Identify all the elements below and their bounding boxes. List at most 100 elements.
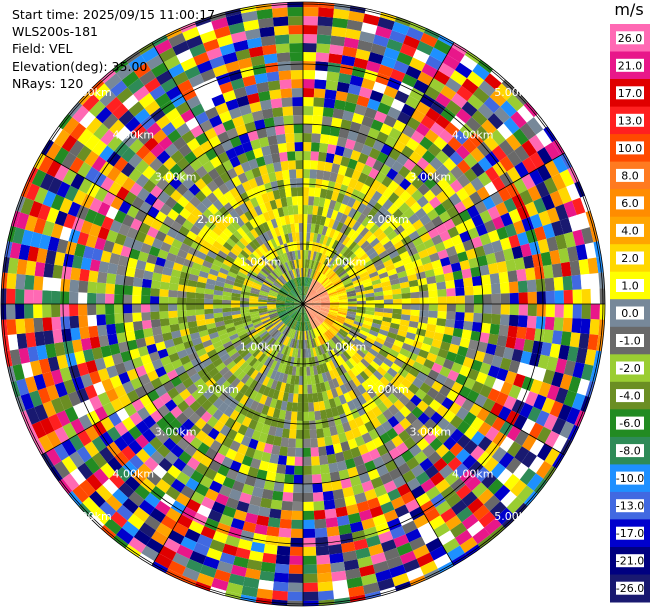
- velocity-gate: [364, 107, 378, 120]
- velocity-gate: [505, 336, 517, 349]
- velocity-gate: [317, 287, 325, 294]
- velocity-gate: [578, 333, 590, 350]
- velocity-gate: [329, 126, 341, 137]
- velocity-gate: [505, 134, 522, 151]
- velocity-gate: [357, 237, 367, 247]
- velocity-gate: [308, 290, 315, 298]
- velocity-gate: [526, 315, 537, 329]
- velocity-gate: [318, 197, 326, 208]
- velocity-gate: [306, 277, 310, 287]
- velocity-gate: [427, 317, 438, 326]
- velocity-gate: [399, 190, 412, 203]
- velocity-gate: [361, 164, 373, 176]
- nrays-label: NRays: 120: [12, 75, 84, 91]
- velocity-gate: [328, 199, 337, 210]
- velocity-gate: [571, 197, 586, 215]
- velocity-gate: [312, 260, 317, 270]
- velocity-gate: [312, 232, 318, 243]
- velocity-gate: [347, 304, 357, 307]
- info-panel: Start time: 2025/09/15 11:00:17 WLS200s-…: [12, 6, 215, 92]
- velocity-gate: [309, 291, 317, 298]
- velocity-gate: [359, 31, 376, 44]
- velocity-gate: [331, 239, 339, 250]
- velocity-gate: [425, 55, 443, 71]
- velocity-gate: [465, 248, 477, 260]
- velocity-gate: [382, 316, 392, 323]
- velocity-gate: [303, 286, 305, 295]
- velocity-gate: [474, 245, 486, 258]
- velocity-gate: [303, 151, 311, 161]
- velocity-gate: [426, 275, 437, 285]
- velocity-gate: [404, 241, 416, 251]
- velocity-gate: [329, 300, 339, 303]
- velocity-gate: [309, 292, 317, 299]
- velocity-gate: [320, 125, 332, 136]
- velocity-gate: [538, 210, 552, 227]
- velocity-gate: [343, 279, 353, 286]
- velocity-gate: [319, 188, 328, 199]
- velocity-gate: [312, 281, 319, 290]
- velocity-gate: [331, 262, 340, 271]
- velocity-gate: [575, 244, 588, 261]
- velocity-gate: [349, 272, 360, 280]
- velocity-gate: [320, 298, 330, 302]
- velocity-gate: [324, 161, 333, 172]
- velocity-gate: [332, 251, 340, 261]
- velocity-gate: [512, 128, 529, 146]
- velocity-gate: [318, 274, 326, 283]
- velocity-gate: [332, 154, 343, 165]
- velocity-gate: [463, 153, 478, 169]
- velocity-gate: [455, 108, 472, 124]
- velocity-gate: [347, 292, 357, 297]
- velocity-gate: [377, 17, 395, 31]
- velocity-gate: [321, 254, 328, 264]
- velocity-gate: [388, 273, 399, 281]
- velocity-gate: [306, 232, 311, 242]
- velocity-gate: [590, 288, 600, 304]
- velocity-gate: [311, 305, 321, 309]
- colorbar-tick-label: -4.0: [619, 390, 640, 403]
- velocity-gate: [374, 307, 384, 313]
- velocity-gate: [580, 318, 591, 335]
- velocity-gate: [436, 164, 451, 178]
- velocity-gate: [347, 295, 357, 300]
- velocity-gate: [306, 287, 311, 296]
- velocity-gate: [540, 342, 552, 357]
- velocity-gate: [351, 243, 361, 254]
- velocity-gate: [571, 318, 582, 334]
- velocity-gate: [399, 319, 410, 327]
- velocity-gate: [346, 92, 359, 105]
- velocity-gate: [383, 304, 393, 309]
- velocity-gate: [509, 292, 519, 304]
- velocity-gate: [400, 314, 411, 321]
- velocity-gate: [446, 311, 456, 320]
- velocity-gate: [551, 220, 564, 237]
- velocity-gate: [450, 262, 462, 273]
- velocity-gate: [341, 259, 350, 268]
- velocity-gate: [343, 226, 352, 237]
- velocity-gate: [424, 269, 435, 278]
- velocity-gate: [314, 242, 320, 252]
- velocity-gate: [551, 173, 567, 191]
- velocity-gate: [334, 265, 344, 274]
- velocity-gate: [319, 294, 329, 299]
- velocity-gate: [387, 180, 400, 193]
- velocity-gate: [396, 153, 409, 166]
- velocity-gate: [410, 291, 420, 299]
- velocity-gate: [318, 151, 327, 162]
- velocity-gate: [338, 270, 347, 278]
- velocity-gate: [411, 109, 426, 123]
- velocity-gate: [404, 195, 417, 208]
- velocity-gate: [445, 77, 462, 93]
- velocity-gate: [347, 308, 357, 313]
- velocity-gate: [517, 280, 528, 293]
- velocity-gate: [409, 57, 426, 72]
- velocity-gate: [317, 273, 325, 283]
- velocity-gate: [575, 347, 588, 364]
- velocity-gate: [430, 122, 445, 137]
- velocity-gate: [412, 236, 424, 247]
- velocity-gate: [385, 214, 397, 226]
- velocity-gate: [321, 225, 328, 236]
- velocity-gate: [405, 65, 422, 80]
